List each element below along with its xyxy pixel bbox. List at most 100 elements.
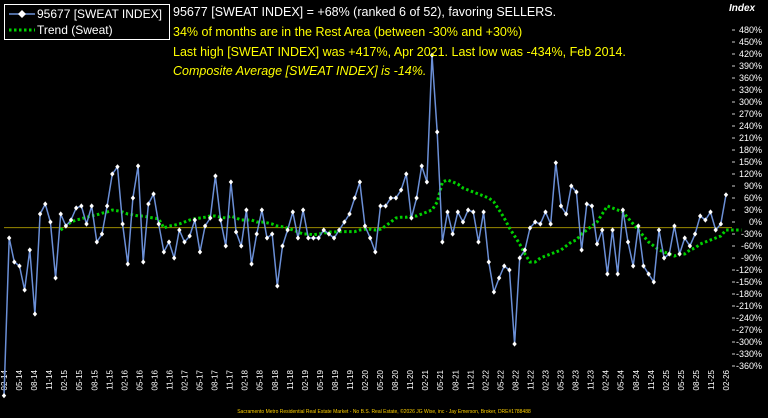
x-tick-label: 02-26 [722, 369, 731, 390]
y-tick-label: -90% [741, 253, 762, 263]
x-tick-label: 11-15 [105, 369, 114, 389]
data-point-sweat-index [239, 243, 244, 249]
data-point-sweat-index [409, 215, 414, 221]
data-point-sweat-index [300, 207, 306, 213]
annotation-rest-area: 34% of months are in the Rest Area (betw… [173, 25, 523, 39]
data-point-sweat-index [362, 223, 368, 229]
x-tick-label: 08-25 [692, 369, 701, 390]
legend-item-trend: Trend (Sweat) [5, 22, 169, 38]
data-point-sweat-index [698, 213, 703, 219]
data-point-sweat-index [1, 393, 7, 399]
data-point-sweat-index [383, 203, 388, 209]
y-tick-label: -270% [736, 325, 762, 335]
data-point-sweat-index [610, 227, 615, 233]
data-point-sweat-index [574, 189, 579, 195]
data-point-sweat-index [450, 231, 455, 237]
data-point-sweat-index [672, 223, 677, 229]
y-tick-label: 240% [739, 121, 762, 131]
x-tick-label: 02-16 [120, 369, 129, 390]
data-point-sweat-index [130, 195, 136, 201]
y-tick-label: 60% [744, 193, 762, 203]
data-point-sweat-index [197, 249, 203, 255]
x-tick-label: 08-16 [150, 369, 159, 390]
y-tick-label: 450% [739, 37, 762, 47]
data-point-sweat-index [636, 223, 641, 229]
x-tick-label: 08-18 [271, 369, 280, 390]
legend-label-sweat-index: 95677 [SWEAT INDEX] [37, 7, 162, 21]
data-point-sweat-index [352, 195, 357, 201]
data-point-sweat-index [192, 217, 198, 223]
x-tick-label: 11-22 [526, 369, 535, 389]
data-point-sweat-index [326, 231, 332, 237]
x-tick-label: 02-25 [662, 369, 671, 390]
x-tick-label: 11-23 [587, 369, 596, 389]
x-tick-label: 08-19 [331, 369, 340, 390]
x-tick-label: 05-14 [15, 369, 24, 390]
data-point-sweat-index [491, 289, 497, 295]
data-point-sweat-index [94, 239, 100, 245]
data-point-sweat-index [27, 247, 32, 253]
x-tick-label: 05-15 [75, 369, 84, 390]
y-tick-label: -30% [741, 229, 762, 239]
data-point-sweat-index [393, 195, 399, 201]
y-tick-label: -330% [736, 349, 762, 359]
data-point-sweat-index [269, 231, 275, 237]
data-point-sweat-index [347, 211, 352, 217]
x-tick-label: 05-25 [677, 369, 686, 390]
y-tick-label: -150% [736, 277, 762, 287]
x-tick-label: 11-16 [165, 369, 174, 389]
x-tick-label: 08-20 [391, 369, 400, 390]
x-tick-label: 08-17 [211, 369, 220, 390]
data-point-sweat-index [171, 255, 177, 261]
data-point-sweat-index [295, 235, 301, 241]
x-tick-label: 05-18 [256, 369, 265, 390]
data-point-sweat-index [254, 231, 259, 237]
annotation-last-high-low: Last high [SWEAT INDEX] was +417%, Apr 2… [173, 45, 626, 59]
y-tick-label: 30% [744, 205, 762, 215]
data-point-sweat-index [445, 209, 450, 215]
y-tick-label: -240% [736, 313, 762, 323]
data-point-sweat-index [233, 229, 239, 235]
data-point-sweat-index [110, 171, 115, 177]
x-tick-label: 11-17 [226, 369, 235, 389]
data-point-sweat-index [687, 243, 693, 249]
x-tick-label: 11-25 [707, 369, 716, 389]
y-tick-label: 180% [739, 145, 762, 155]
legend-swatch-line-diamond [9, 10, 35, 18]
data-point-sweat-index [620, 207, 626, 213]
data-point-sweat-index [481, 209, 486, 215]
x-tick-label: 08-14 [30, 369, 39, 390]
data-point-sweat-index [331, 235, 337, 241]
data-point-sweat-index [17, 263, 22, 269]
data-point-sweat-index [53, 275, 58, 281]
data-point-sweat-index [79, 203, 84, 209]
y-tick-label: 480% [739, 25, 762, 35]
data-point-sweat-index [512, 341, 517, 347]
data-point-sweat-index [641, 263, 646, 269]
data-point-sweat-index [135, 163, 141, 169]
annotation-composite-average: Composite Average [SWEAT INDEX] is -14%. [173, 64, 427, 78]
data-point-sweat-index [548, 221, 553, 227]
x-tick-label: 02-17 [181, 369, 190, 390]
data-point-sweat-index [37, 211, 43, 217]
data-point-sweat-index [213, 173, 218, 179]
data-point-sweat-index [558, 203, 564, 209]
data-point-sweat-index [99, 231, 105, 237]
x-tick-label: 05-21 [436, 369, 445, 390]
data-point-sweat-index [625, 239, 631, 245]
x-tick-label: 08-21 [451, 369, 460, 390]
x-tick-label: 02-20 [361, 369, 370, 390]
data-point-sweat-index [43, 201, 48, 207]
data-point-sweat-index [589, 203, 595, 209]
data-point-sweat-index [713, 227, 718, 233]
x-tick-label: 05-22 [496, 369, 505, 390]
data-point-sweat-index [280, 243, 285, 249]
data-point-sweat-index [22, 287, 27, 293]
x-tick-label: 02-15 [60, 369, 69, 390]
data-point-sweat-index [440, 239, 445, 245]
data-point-sweat-index [228, 179, 234, 185]
y-tick-label: -300% [736, 337, 762, 347]
data-point-sweat-index [455, 209, 461, 215]
y-tick-label: 300% [739, 97, 762, 107]
data-point-sweat-index [290, 209, 295, 215]
